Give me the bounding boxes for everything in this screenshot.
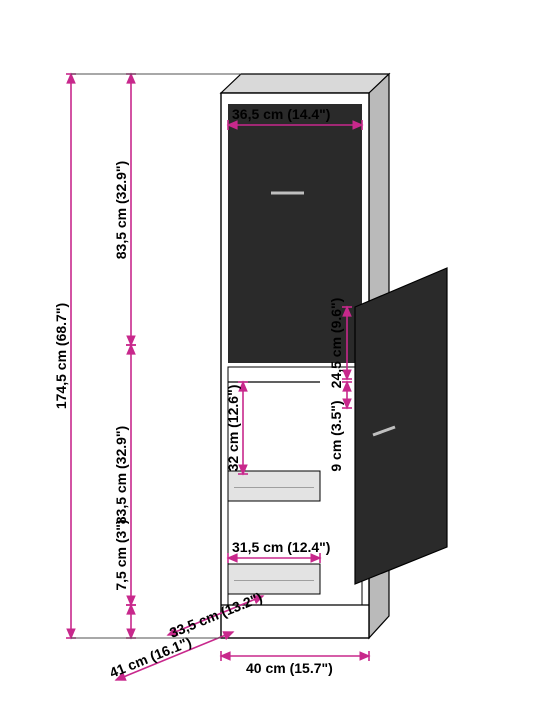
svg-text:41 cm (16.1"): 41 cm (16.1") <box>107 633 193 680</box>
diagram-stage: 174,5 cm (68.7") 83,5 cm (32.9") 83,5 cm (… <box>0 0 540 720</box>
svg-text:40 cm (15.7"): 40 cm (15.7") <box>246 660 333 676</box>
diagram-svg: 174,5 cm (68.7") 83,5 cm (32.9") 83,5 cm (… <box>0 0 540 720</box>
svg-text:32 cm (12.6"): 32 cm (12.6") <box>225 385 241 472</box>
svg-text:83,5 cm (32.9"): 83,5 cm (32.9") <box>113 161 129 259</box>
svg-text:31,5 cm (12.4"): 31,5 cm (12.4") <box>232 539 330 555</box>
svg-text:7,5 cm (3"): 7,5 cm (3") <box>113 519 129 590</box>
svg-text:9 cm (3.5"): 9 cm (3.5") <box>328 400 344 471</box>
svg-text:83,5 cm (32.9"): 83,5 cm (32.9") <box>113 426 129 524</box>
svg-text:24,5 cm (9.6"): 24,5 cm (9.6") <box>328 298 344 389</box>
svg-text:174,5 cm (68.7"): 174,5 cm (68.7") <box>53 303 69 409</box>
svg-text:36,5 cm (14.4"): 36,5 cm (14.4") <box>232 106 330 122</box>
